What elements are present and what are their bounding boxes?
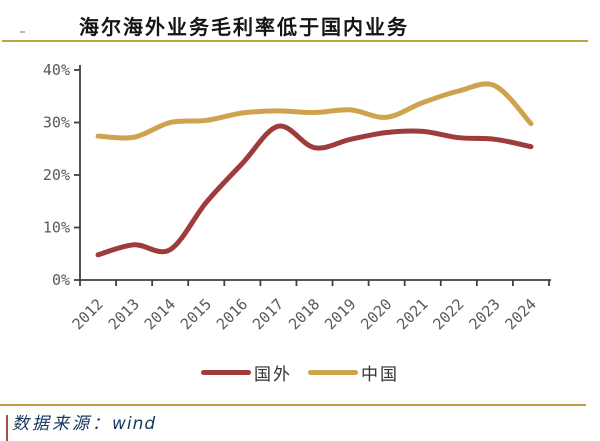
x-tick-label: 2024 <box>502 295 540 333</box>
y-tick-label: 0% <box>52 271 70 289</box>
x-tick-label: 2016 <box>213 295 251 333</box>
legend-line-swatch-overseas <box>201 370 251 375</box>
legend-line-swatch-china <box>308 370 358 375</box>
legend-item-overseas: 国外 <box>201 360 292 385</box>
data-source-value: wind <box>112 414 157 434</box>
data-source: 数据来源：wind <box>12 409 156 434</box>
x-tick-label: 2018 <box>285 295 323 333</box>
series-line-1 <box>95 81 534 141</box>
x-tick-label: 2023 <box>465 295 503 333</box>
x-tick-label: 2012 <box>69 295 107 333</box>
line-chart: 0%10%20%30%40%20122013201420152016201720… <box>43 61 551 333</box>
x-tick-label: 2017 <box>249 295 287 333</box>
data-source-label: 数据来源： <box>12 414 112 434</box>
footer-rule <box>0 404 586 406</box>
x-tick-label: 2013 <box>105 295 143 333</box>
y-tick-label: 20% <box>43 166 70 184</box>
page-edge-mark <box>6 415 8 441</box>
print-artifact-speck <box>20 31 25 33</box>
legend-label-china: 中国 <box>361 365 399 385</box>
series-line-0 <box>95 123 534 258</box>
x-tick-label: 2019 <box>321 295 359 333</box>
title-underline-rule <box>2 40 588 42</box>
y-tick-label: 10% <box>43 219 70 237</box>
x-tick-label: 2015 <box>177 295 215 333</box>
chart-title: 海尔海外业务毛利率低于国内业务 <box>79 15 409 39</box>
y-tick-label: 40% <box>43 61 70 79</box>
chart-legend: 国外 中国 <box>0 360 600 385</box>
x-tick-label: 2021 <box>393 295 431 333</box>
y-tick-label: 30% <box>43 114 70 132</box>
legend-label-overseas: 国外 <box>254 365 292 385</box>
legend-item-china: 中国 <box>308 360 399 385</box>
x-tick-label: 2020 <box>357 295 395 333</box>
x-tick-label: 2022 <box>429 295 467 333</box>
x-tick-label: 2014 <box>141 295 179 333</box>
